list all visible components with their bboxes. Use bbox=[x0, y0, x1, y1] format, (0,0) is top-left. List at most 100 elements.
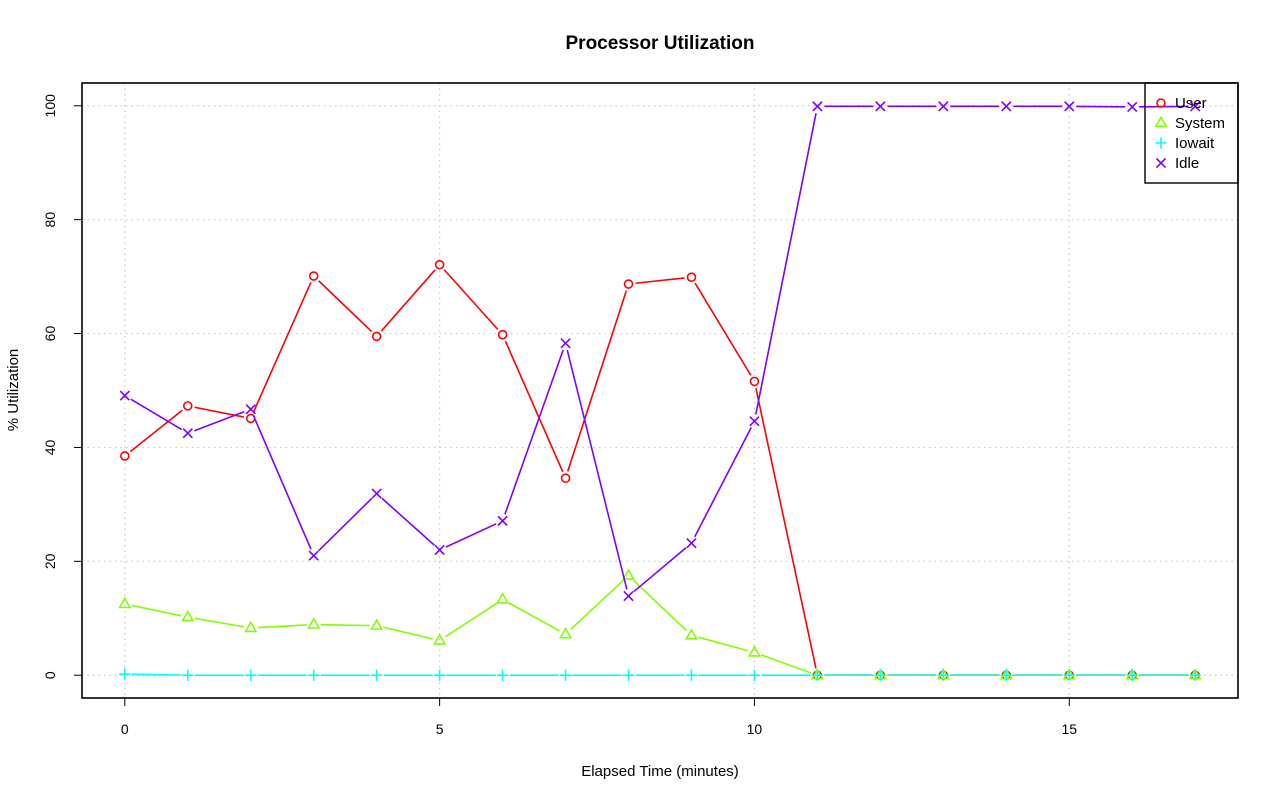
series-iowait-point bbox=[937, 669, 949, 681]
y-tick-label: 0 bbox=[42, 671, 58, 679]
series-user-segment bbox=[194, 406, 245, 418]
series-user-segment bbox=[443, 269, 499, 331]
series-user-segment bbox=[129, 409, 183, 453]
series-system-segment bbox=[320, 623, 370, 627]
series-user-point bbox=[308, 271, 319, 281]
series-idle-point bbox=[938, 101, 949, 112]
series-iowait-point bbox=[1000, 669, 1012, 681]
series-user-point bbox=[120, 451, 130, 461]
series-idle-point bbox=[245, 404, 256, 415]
legend-label-user: User bbox=[1175, 95, 1207, 112]
x-tick-label: 0 bbox=[121, 721, 129, 737]
series-iowait-point bbox=[622, 669, 635, 681]
series-iowait-point bbox=[434, 669, 446, 681]
legend-label-system: System bbox=[1175, 115, 1225, 132]
series-system-point bbox=[244, 620, 258, 633]
series-user-segment bbox=[694, 282, 752, 376]
series-system-segment bbox=[194, 617, 244, 628]
series-user bbox=[120, 259, 1200, 681]
series-idle-segment bbox=[130, 398, 183, 431]
legend-marker-iowait bbox=[1155, 137, 1167, 149]
series-idle-point bbox=[182, 428, 193, 439]
series-user-point bbox=[749, 376, 760, 387]
x-tick-label: 5 bbox=[436, 721, 444, 737]
series-system-point bbox=[181, 609, 195, 622]
series-system-segment bbox=[131, 604, 182, 617]
series-system-point bbox=[370, 618, 384, 630]
series-system-segment bbox=[257, 624, 307, 629]
series-idle-point bbox=[308, 550, 319, 561]
series-system-point bbox=[747, 645, 762, 657]
series-idle-segment bbox=[252, 415, 312, 550]
series-system-segment bbox=[633, 579, 687, 632]
series-user-point bbox=[560, 473, 571, 483]
series-idle-point bbox=[371, 488, 382, 499]
series-user-point bbox=[182, 401, 193, 411]
series-user-segment bbox=[566, 290, 628, 472]
series-idle-segment bbox=[381, 497, 435, 546]
series-idle-segment bbox=[566, 349, 628, 590]
legend-label-iowait: Iowait bbox=[1175, 135, 1215, 152]
series-iowait-point bbox=[245, 669, 257, 681]
series-idle-point bbox=[560, 338, 571, 349]
axes: 0 5 10 15 0 20 40 60 80 100 bbox=[42, 94, 1077, 737]
series-user-point bbox=[245, 413, 256, 424]
series-iowait-point bbox=[748, 669, 761, 681]
series-system-segment bbox=[383, 626, 433, 640]
y-tick-label: 60 bbox=[42, 326, 58, 342]
series-idle-point bbox=[119, 390, 130, 401]
series-system-segment bbox=[698, 636, 748, 652]
series-system-point bbox=[307, 617, 321, 629]
series-idle-segment bbox=[445, 523, 497, 548]
series-idle-point bbox=[875, 101, 886, 112]
series-iowait-point bbox=[308, 669, 320, 681]
series-system-point bbox=[496, 592, 510, 604]
series-user-segment bbox=[318, 280, 373, 333]
series-idle-point bbox=[1001, 101, 1012, 112]
series-idle-segment bbox=[504, 349, 564, 515]
series-iowait-point bbox=[811, 669, 824, 681]
series-system-segment bbox=[760, 654, 812, 674]
series-iowait-point bbox=[371, 669, 383, 681]
series-iowait-point bbox=[1189, 669, 1201, 681]
series-system-point bbox=[558, 627, 573, 639]
series-user-segment bbox=[755, 388, 817, 669]
y-axis-label: % Utilization bbox=[5, 349, 22, 432]
series-iowait-point bbox=[1063, 669, 1075, 681]
series-system-point bbox=[433, 633, 447, 645]
series-idle-point bbox=[497, 515, 508, 527]
series-user-point bbox=[623, 279, 634, 289]
y-tick-label: 40 bbox=[42, 439, 58, 455]
legend-marker-user bbox=[1156, 98, 1166, 108]
series-iowait-point bbox=[685, 669, 698, 681]
series-iowait bbox=[119, 668, 1201, 681]
series-idle-point bbox=[749, 416, 760, 427]
y-tick-label: 80 bbox=[42, 212, 58, 228]
series-idle-point bbox=[434, 544, 445, 556]
x-tick-label: 10 bbox=[747, 721, 763, 737]
chart-title: Processor Utilization bbox=[566, 33, 755, 54]
series-user-segment bbox=[635, 277, 685, 285]
series-system-point bbox=[621, 568, 636, 580]
series-user-segment bbox=[252, 282, 312, 413]
series-idle-point bbox=[812, 101, 823, 112]
series-iowait-point bbox=[182, 669, 194, 681]
series-iowait-point bbox=[119, 668, 131, 680]
series-layer bbox=[118, 101, 1202, 681]
series-user-point bbox=[686, 272, 697, 282]
series-user-point bbox=[434, 259, 445, 270]
series-user-point bbox=[371, 331, 382, 342]
series-system-segment bbox=[570, 579, 624, 631]
legend-marker-idle bbox=[1155, 157, 1167, 169]
series-idle bbox=[119, 101, 1201, 602]
legend-box bbox=[1144, 82, 1239, 184]
series-iowait-point bbox=[1126, 669, 1138, 681]
series-idle-point bbox=[1127, 101, 1138, 113]
y-tick-label: 20 bbox=[42, 553, 58, 569]
series-system-point bbox=[684, 628, 699, 640]
series-idle-point bbox=[686, 537, 697, 549]
x-tick-label: 15 bbox=[1061, 721, 1077, 737]
series-idle-point bbox=[623, 590, 634, 602]
series-iowait-point bbox=[559, 669, 572, 681]
